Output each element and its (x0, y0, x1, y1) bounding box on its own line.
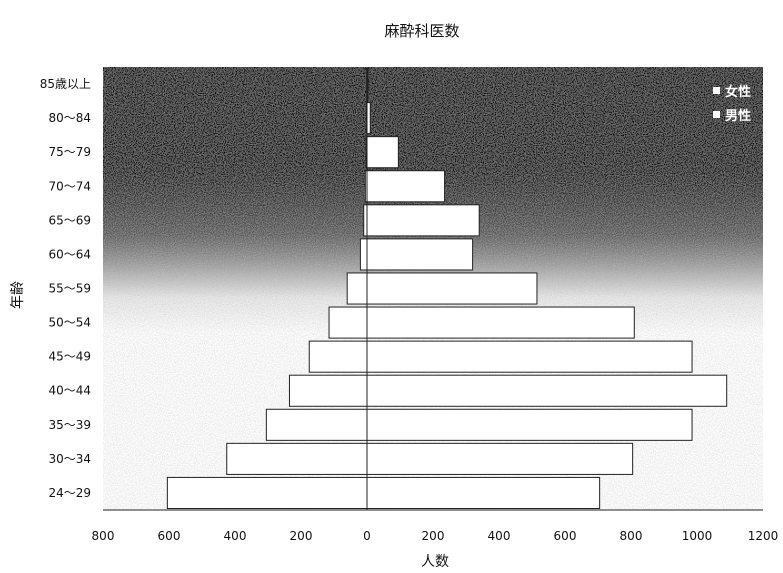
x-tick-label: 800 (92, 529, 115, 543)
x-axis-label: 人数 (421, 554, 449, 570)
bar-group (166, 68, 728, 509)
bar-female (308, 340, 368, 373)
legend: 女性 男性 (713, 84, 751, 124)
y-axis-label: 年齢 (10, 281, 26, 309)
bar-male (366, 340, 693, 373)
bar-male (366, 204, 480, 237)
bar-female (346, 272, 368, 305)
bar-female (328, 306, 368, 339)
legend-swatch-male (713, 111, 720, 118)
bar-female (226, 442, 368, 475)
bar-male (366, 306, 635, 339)
bar-male (366, 442, 634, 475)
bar-male (366, 374, 728, 407)
y-tick-label: 75～79 (48, 145, 91, 159)
y-tick-label: 85歳以上 (40, 77, 91, 91)
y-tick-label: 55～59 (48, 282, 91, 296)
bar-male (366, 408, 693, 441)
legend-label-female: 女性 (725, 84, 751, 100)
bar-female (265, 408, 368, 441)
bar-male (366, 136, 399, 169)
x-tick-label: 1200 (748, 529, 779, 543)
x-tick-labels: 800 600 400 200 0 200 400 600 800 1000 1200 (92, 529, 779, 543)
bar-female (288, 374, 368, 407)
x-tick-label: 400 (488, 529, 511, 543)
y-tick-labels: 24～29 30～34 35～39 40～44 45～49 50～54 55～59 60～64… (40, 77, 91, 500)
x-tick-label: 0 (363, 529, 371, 543)
x-tick-label: 200 (422, 529, 445, 543)
x-tick-label: 800 (620, 529, 643, 543)
chart-title: 麻酔科医数 (384, 22, 459, 40)
x-tick-label: 400 (224, 529, 247, 543)
y-tick-label: 40～44 (48, 384, 91, 398)
bar-male (366, 272, 538, 305)
y-tick-label: 50～54 (48, 316, 91, 330)
y-tick-label: 80～84 (48, 111, 91, 125)
legend-swatch-female (713, 87, 720, 94)
x-tick-label: 600 (158, 529, 181, 543)
bar-female (359, 238, 368, 271)
bar-male (366, 170, 446, 203)
y-tick-label: 24～29 (48, 486, 91, 500)
bar-male (366, 238, 474, 271)
y-tick-label: 30～34 (48, 452, 91, 466)
y-tick-label: 35～39 (48, 418, 91, 432)
y-tick-label: 70～74 (48, 179, 91, 193)
y-tick-label: 45～49 (48, 350, 91, 364)
y-tick-label: 65～69 (48, 213, 91, 227)
x-tick-label: 600 (554, 529, 577, 543)
legend-label-male: 男性 (725, 108, 751, 124)
y-tick-label: 60～64 (48, 247, 91, 261)
bar-male (366, 476, 601, 509)
x-tick-label: 1000 (682, 529, 713, 543)
bar-female (166, 476, 368, 509)
x-tick-label: 200 (290, 529, 313, 543)
